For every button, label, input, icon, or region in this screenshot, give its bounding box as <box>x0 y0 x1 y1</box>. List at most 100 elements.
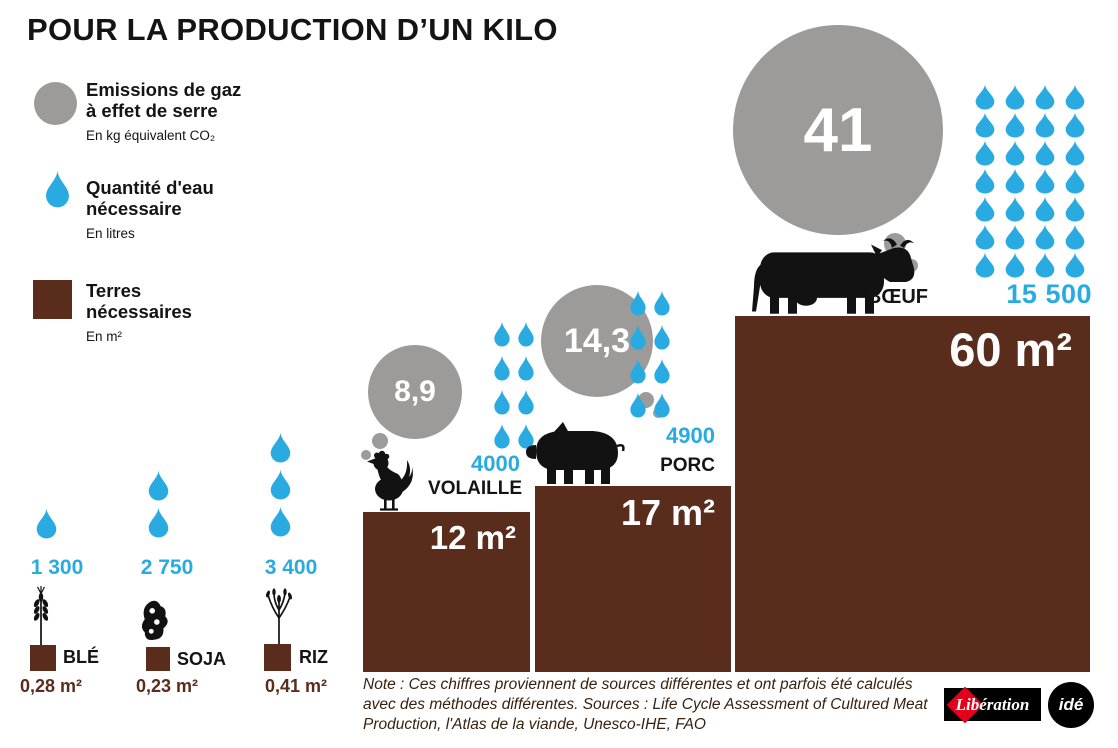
water-droplet-icon <box>1064 252 1086 278</box>
water-droplet-icon <box>653 324 671 350</box>
water-droplet-icon <box>1064 84 1086 110</box>
water-value-ble: 1 300 <box>30 556 84 579</box>
water-droplet-icon <box>1064 112 1086 138</box>
water-droplet-icon <box>1004 168 1026 194</box>
water-value-boeuf: 15 500 <box>1006 279 1092 309</box>
water-droplet-icon <box>1034 196 1056 222</box>
co2-value-porc: 14,3 <box>563 321 631 360</box>
liberation-logo-text: Libération <box>955 694 1030 714</box>
water-droplet-icon <box>269 469 292 500</box>
land-value-porc: 17 m² <box>620 492 715 533</box>
water-droplet-icon <box>1004 252 1026 278</box>
water-droplet-icon <box>1034 112 1056 138</box>
water-droplet-icon <box>147 470 170 501</box>
water-value-volaille: 4000 <box>471 451 520 476</box>
water-droplet-icon <box>1004 112 1026 138</box>
co2-bubble-icon <box>361 450 371 460</box>
water-droplet-icon <box>1034 84 1056 110</box>
soy-icon <box>141 597 169 647</box>
water-droplet-icon <box>974 224 996 250</box>
water-droplet-icon <box>269 506 292 537</box>
water-droplet-icon <box>629 358 647 384</box>
water-value-riz: 3 400 <box>264 556 318 579</box>
water-droplet-icon <box>269 432 292 463</box>
water-droplets-riz <box>269 432 292 537</box>
water-droplet-icon <box>653 358 671 384</box>
meat-name-porc: PORC <box>660 455 715 476</box>
water-droplet-icon <box>1034 252 1056 278</box>
legend-land-label: Terres <box>86 280 142 301</box>
water-value-porc: 4900 <box>666 423 715 448</box>
water-droplet-icon <box>1034 168 1056 194</box>
land-value-riz: 0,41 m² <box>265 676 328 696</box>
water-droplet-icon <box>974 112 996 138</box>
co2-circle-volaille: 8,9 <box>368 345 462 439</box>
ide-logo-text: idé <box>1058 695 1084 714</box>
chicken-icon <box>358 450 414 512</box>
water-droplet-icon <box>1034 140 1056 166</box>
co2-circle-boeuf: 41 <box>733 25 943 235</box>
water-droplet-icon <box>1064 140 1086 166</box>
land-square-riz <box>264 644 291 671</box>
water-droplet-icon <box>629 392 647 418</box>
co2-circle-legend-icon <box>34 82 77 125</box>
water-droplets-soja <box>147 470 170 538</box>
water-droplet-icon <box>974 84 996 110</box>
crop-name-riz: RIZ <box>299 647 328 667</box>
meat-name-boeuf: BŒUF <box>866 286 928 308</box>
water-droplet-icon <box>1004 196 1026 222</box>
land-bar-boeuf: 60 m² <box>735 316 1090 672</box>
page-title: POUR LA PRODUCTION D’UN KILO <box>27 12 558 47</box>
water-droplet-icon <box>517 321 535 347</box>
pig-icon <box>523 420 625 486</box>
water-droplet-icon <box>147 507 170 538</box>
water-droplet-icon <box>1004 224 1026 250</box>
land-square-ble <box>30 645 56 671</box>
water-droplet-icon <box>974 196 996 222</box>
crop-name-ble: BLÉ <box>63 647 99 667</box>
water-droplet-icon <box>1064 196 1086 222</box>
water-droplet-icon <box>1004 84 1026 110</box>
water-value-soja: 2 750 <box>140 556 194 579</box>
water-droplet-icon <box>35 508 58 539</box>
water-droplet-icon <box>653 290 671 316</box>
water-droplet-icon <box>1064 224 1086 250</box>
legend-water-label: nécessaire <box>86 197 182 219</box>
water-droplet-icon <box>629 324 647 350</box>
land-bar-porc: 17 m² <box>535 486 731 672</box>
water-droplet-icon <box>517 355 535 381</box>
water-droplet-icon <box>653 392 671 418</box>
legend-land: Terres nécessaires En m² <box>86 280 192 344</box>
water-droplet-icon <box>44 170 71 208</box>
co2-value-boeuf: 41 <box>803 95 873 165</box>
cow-icon <box>744 232 916 316</box>
water-droplet-icon <box>517 423 535 449</box>
land-value-soja: 0,23 m² <box>136 676 199 696</box>
legend-water-label: Quantité d'eau <box>86 177 214 198</box>
land-square-legend-icon <box>33 280 72 319</box>
water-droplets-boeuf <box>974 84 1086 278</box>
co2-value-volaille: 8,9 <box>394 375 436 408</box>
water-droplet-icon <box>1034 224 1056 250</box>
meat-name-volaille: VOLAILLE <box>428 478 522 499</box>
water-droplets-volaille <box>493 321 535 449</box>
legend-land-unit: En m² <box>86 329 123 344</box>
land-bar-volaille: 12 m² <box>363 512 530 672</box>
land-value-boeuf: 60 m² <box>949 323 1072 376</box>
water-droplets-ble <box>35 508 58 539</box>
rice-icon <box>263 588 295 646</box>
wheat-icon <box>29 586 53 646</box>
water-droplet-icon <box>629 290 647 316</box>
legend-water: Quantité d'eau nécessaire En litres <box>86 177 214 241</box>
liberation-logo: Libération <box>944 686 1041 723</box>
water-droplet-icon <box>1064 168 1086 194</box>
ide-logo: idé <box>1048 682 1094 728</box>
co2-bubble-icon <box>372 433 388 449</box>
legend-co2-label: Emissions de gaz <box>86 79 242 100</box>
water-droplet-icon <box>493 355 511 381</box>
legend-co2-unit: En kg équivalent CO₂ <box>86 128 216 143</box>
legend-water-unit: En litres <box>86 226 135 241</box>
water-droplet-icon <box>1004 140 1026 166</box>
crop-name-soja: SOJA <box>177 649 227 669</box>
